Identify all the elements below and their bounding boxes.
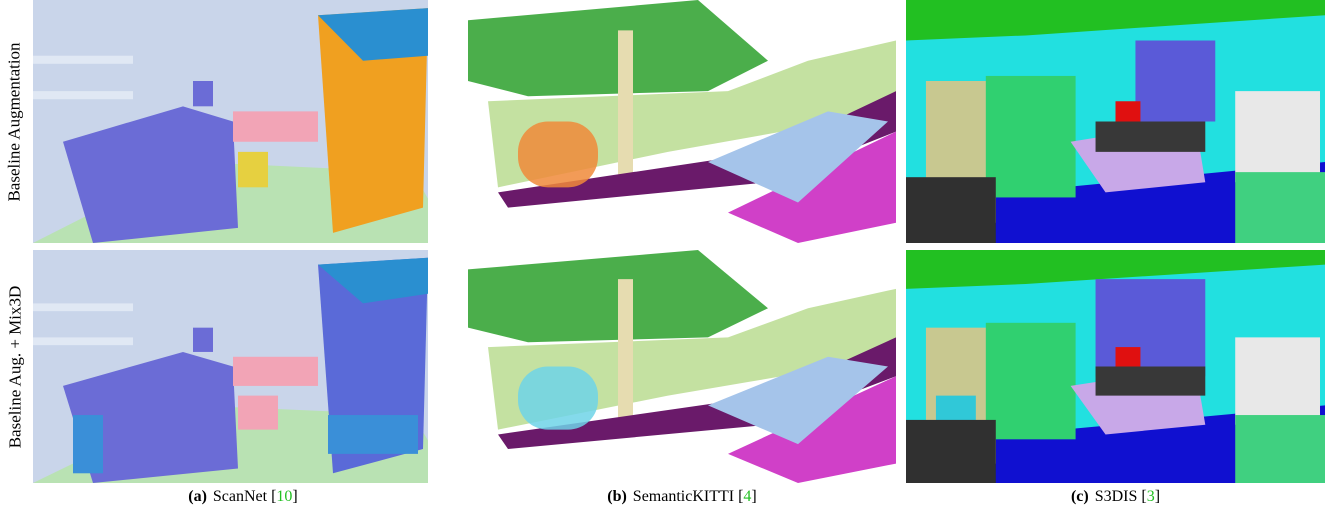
bracket: ] <box>292 488 297 505</box>
citation[interactable]: 3 <box>1147 488 1155 505</box>
citation[interactable]: 10 <box>276 488 292 505</box>
caption-name: S3DIS <box>1095 488 1138 505</box>
row-label-text: Baseline Augmentation <box>5 42 25 201</box>
scannet-mix3d <box>33 250 453 483</box>
kitti-baseline <box>468 0 896 243</box>
caption-label: (b) <box>607 488 627 505</box>
caption: (c)S3DIS [3] <box>906 488 1325 506</box>
caption-name: ScanNet <box>213 488 267 505</box>
caption: (b)SemanticKITTI [4] <box>468 488 896 506</box>
bracket: ] <box>1155 488 1160 505</box>
row-label-text: Baseline Aug. + Mix3D <box>5 285 25 448</box>
s3dis-baseline <box>906 0 1325 243</box>
row-label: Baseline Aug. + Mix3D <box>0 250 30 483</box>
kitti-mix3d <box>468 250 896 483</box>
caption-label: (c) <box>1071 488 1089 505</box>
bracket: ] <box>751 488 756 505</box>
caption: (a)ScanNet [10] <box>33 488 453 506</box>
figure: Baseline Augmentation Baseline Aug. + Mi… <box>0 0 1330 514</box>
scannet-baseline <box>33 0 453 243</box>
row-label: Baseline Augmentation <box>0 0 30 243</box>
s3dis-mix3d <box>906 250 1325 483</box>
caption-label: (a) <box>188 488 207 505</box>
caption-name: SemanticKITTI <box>633 488 734 505</box>
